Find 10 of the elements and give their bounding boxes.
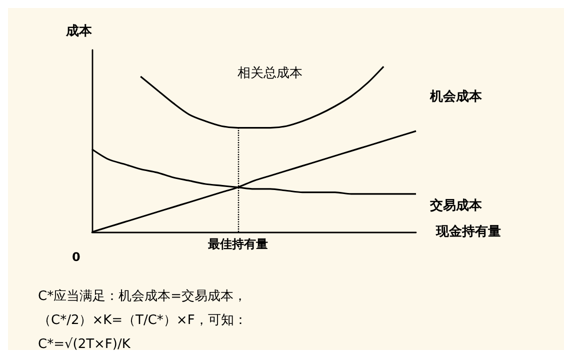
series-label: 交易成本 bbox=[429, 197, 483, 214]
text: 最佳持有量 bbox=[206, 237, 268, 251]
text: C*应当满足：机会成本=交易成本， bbox=[38, 288, 246, 304]
x-axis-title: 现金持有量 bbox=[435, 224, 501, 240]
text: 相关总成本 bbox=[238, 66, 303, 81]
text: （C*/2）×K=（T/C*）×F，可知： bbox=[38, 313, 247, 328]
text: C*=√(2T×F)/K bbox=[38, 337, 131, 352]
text: 0 bbox=[72, 250, 80, 264]
text: 机会成本 bbox=[429, 90, 483, 105]
y-axis-title: 成本 bbox=[65, 24, 93, 39]
